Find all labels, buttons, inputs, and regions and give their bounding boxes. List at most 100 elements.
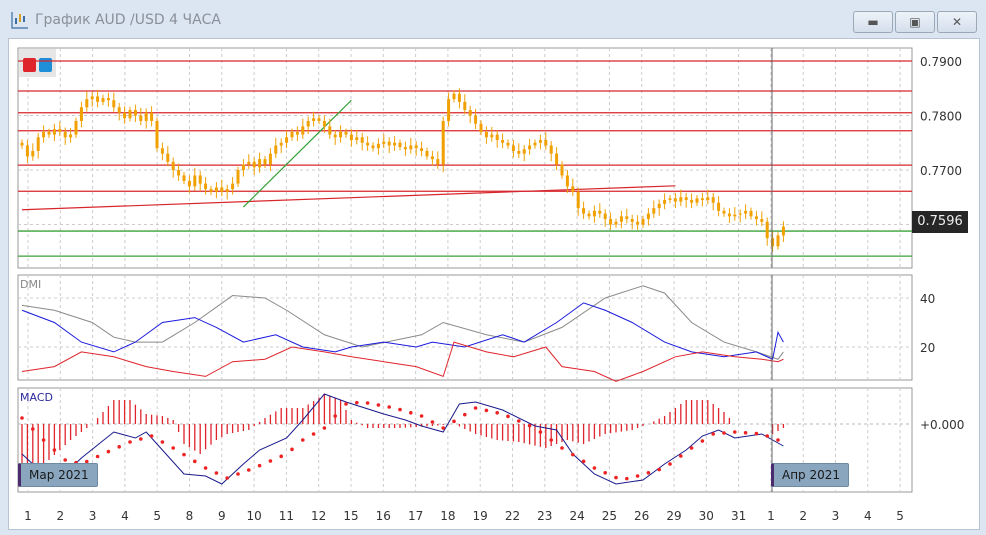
candle <box>657 199 661 216</box>
minimize-button[interactable]: ▬ <box>853 11 893 33</box>
candle <box>263 155 267 168</box>
signal-dot <box>301 438 305 442</box>
candle-body <box>42 131 46 138</box>
candle <box>349 129 353 147</box>
candle-body <box>506 142 510 146</box>
candle-body <box>387 141 391 146</box>
candle-body <box>576 191 580 209</box>
candle <box>425 147 429 160</box>
candle <box>312 111 316 127</box>
candle <box>198 171 202 192</box>
candle <box>74 117 78 138</box>
candle <box>301 118 305 139</box>
signal-dot <box>290 447 294 452</box>
candle-body <box>63 131 67 138</box>
candle-body <box>441 120 445 165</box>
macd-axis-label: +0.000 <box>920 418 964 432</box>
candle-body <box>360 137 364 143</box>
candle <box>636 215 640 230</box>
candle <box>506 139 510 149</box>
candle-body <box>112 100 116 108</box>
close-button[interactable]: ✕ <box>937 11 977 33</box>
candle-body <box>571 186 575 192</box>
candle <box>193 167 197 191</box>
candle-body <box>630 219 634 222</box>
candle-body <box>371 145 375 149</box>
signal-dot <box>322 426 327 430</box>
candle-body <box>517 150 521 154</box>
candle <box>576 187 580 216</box>
candle-body <box>463 101 467 111</box>
signal-dot <box>473 406 478 410</box>
candle <box>204 177 208 195</box>
candle-body <box>663 199 667 204</box>
candle-body <box>414 145 418 149</box>
signal-dot <box>560 446 564 450</box>
candle-body <box>582 208 586 214</box>
x-axis-label: 4 <box>121 509 129 523</box>
candle <box>31 143 35 161</box>
signal-dot <box>430 420 435 424</box>
signal-dot <box>365 401 370 405</box>
signal-dot <box>41 438 46 442</box>
candle <box>344 128 348 138</box>
candle <box>63 127 67 145</box>
candle <box>749 207 753 220</box>
candle-body <box>776 235 780 247</box>
candle-body <box>484 131 488 138</box>
x-axis-label: 5 <box>153 509 161 523</box>
candle-body <box>700 198 704 200</box>
candle-body <box>333 134 337 138</box>
candle <box>52 123 56 142</box>
candle <box>781 221 785 242</box>
candle-body <box>241 164 245 170</box>
signal-dot <box>182 452 186 457</box>
candle <box>231 177 235 195</box>
signal-dot <box>581 459 586 464</box>
candle-body <box>150 112 154 121</box>
candle <box>517 143 521 159</box>
candle-body <box>69 134 73 138</box>
signal-dot <box>506 414 510 419</box>
candle <box>101 94 105 106</box>
candle <box>306 116 310 135</box>
candle-body <box>403 147 407 150</box>
candle-body <box>733 214 737 217</box>
signal-dot <box>257 463 262 468</box>
candle-body <box>474 115 478 124</box>
candle-body <box>614 221 618 225</box>
candle <box>754 210 758 226</box>
candle-body <box>128 110 132 119</box>
candle-body <box>598 210 602 214</box>
price-axis-label: 0.7700 <box>920 164 962 178</box>
signal-dot <box>689 446 694 450</box>
x-axis-label: 29 <box>666 509 681 523</box>
candle <box>42 125 46 143</box>
candle-body <box>90 96 94 100</box>
candle <box>117 102 121 121</box>
candle <box>646 208 650 226</box>
signal-dot <box>128 440 132 444</box>
signal-dot <box>355 400 359 405</box>
signal-dot <box>63 458 67 462</box>
candle-body <box>490 134 494 138</box>
candle <box>214 181 218 199</box>
dmi-axis-label: 20 <box>920 341 935 355</box>
candle <box>533 139 537 149</box>
signal-dot <box>571 452 575 457</box>
candle <box>652 200 656 218</box>
candle <box>85 91 89 112</box>
candle <box>333 130 337 145</box>
candle <box>133 104 137 123</box>
candle <box>706 189 710 205</box>
candle-body <box>430 156 434 160</box>
dmi-axis-label: 40 <box>920 292 935 306</box>
candle-body <box>258 159 262 168</box>
signal-dot <box>754 431 759 436</box>
maximize-button[interactable]: ▣ <box>895 11 935 33</box>
candle-body <box>47 131 51 135</box>
x-axis-label: 15 <box>343 509 358 523</box>
signal-dot <box>711 432 715 436</box>
candle-body <box>139 115 143 121</box>
